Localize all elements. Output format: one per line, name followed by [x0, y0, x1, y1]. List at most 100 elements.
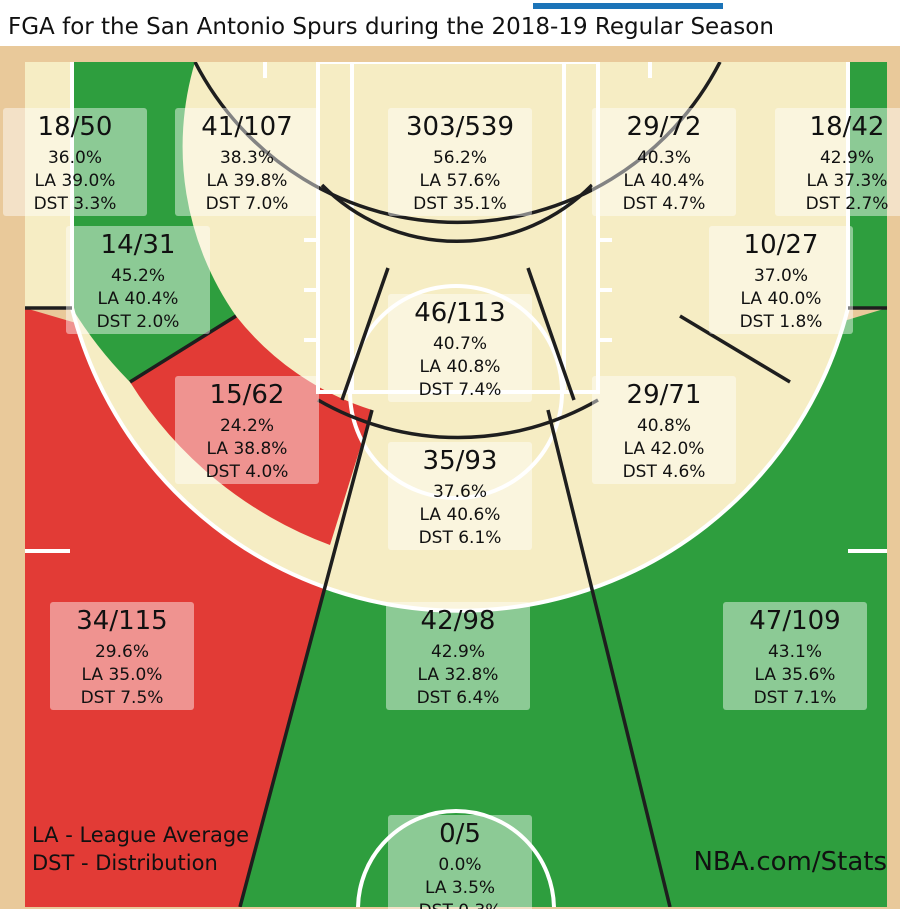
zone-label-top-three: 42/98 42.9% LA 32.8% DST 6.4%	[386, 602, 530, 710]
zone-distribution: DST 7.0%	[206, 194, 289, 214]
zone-label-backcourt: 0/5 0.0% LA 3.5% DST 0.3%	[388, 815, 532, 909]
zone-label-wing-midrange-left: 41/107 38.3% LA 39.8% DST 7.0%	[175, 108, 319, 216]
zone-label-box	[388, 815, 532, 909]
zone-label-box	[775, 108, 900, 216]
zone-label-paint-restricted: 303/539 56.2% LA 57.6% DST 35.1%	[388, 108, 532, 216]
zone-distribution: DST 2.0%	[97, 312, 180, 332]
zone-league-avg: LA 32.8%	[418, 665, 499, 685]
court-lines	[25, 62, 887, 907]
zone-league-avg: LA 35.6%	[755, 665, 836, 685]
zone-fgm-fga: 15/62	[210, 380, 285, 410]
zone-fg-pct: 43.1%	[768, 642, 822, 662]
zone-elbow-midrange-right-area	[548, 316, 790, 545]
zone-label-elbow-midrange-right: 29/71 40.8% LA 42.0% DST 4.6%	[592, 376, 736, 484]
zone-league-avg: LA 40.4%	[624, 171, 705, 191]
zone-distribution: DST 7.5%	[81, 688, 164, 708]
zone-distribution: DST 4.0%	[206, 462, 289, 482]
zone-fgm-fga: 34/115	[76, 606, 167, 636]
zone-distribution: DST 7.4%	[419, 380, 502, 400]
zone-distribution: DST 3.3%	[34, 194, 117, 214]
zone-label-baseline-midrange-left: 14/31 45.2% LA 40.4% DST 2.0%	[66, 226, 210, 334]
zone-fgm-fga: 10/27	[744, 230, 819, 260]
zone-distribution: DST 2.7%	[806, 194, 889, 214]
zone-fg-pct: 40.3%	[637, 148, 691, 168]
zone-fg-pct: 45.2%	[111, 266, 165, 286]
zone-label-paint-non-ra: 46/113 40.7% LA 40.8% DST 7.4%	[388, 294, 532, 402]
zone-league-avg: LA 35.0%	[82, 665, 163, 685]
zone-baseline-midrange-left-area	[72, 62, 236, 382]
zone-label-box	[386, 602, 530, 710]
zone-fg-pct: 29.6%	[95, 642, 149, 662]
zone-dividers	[25, 62, 887, 907]
zone-league-avg: LA 37.3%	[807, 171, 888, 191]
zone-label-box	[66, 226, 210, 334]
zone-fg-pct: 40.8%	[637, 416, 691, 436]
zone-fg-pct: 24.2%	[220, 416, 274, 436]
zone-fg-pct: 42.9%	[431, 642, 485, 662]
zone-fgm-fga: 29/72	[627, 112, 702, 142]
zone-fgm-fga: 47/109	[749, 606, 840, 636]
zone-fg-pct: 42.9%	[820, 148, 874, 168]
zone-distribution: DST 35.1%	[413, 194, 507, 214]
zone-league-avg: LA 39.0%	[35, 171, 116, 191]
source-credit: NBA.com/Stats	[693, 847, 887, 877]
zone-label-box	[723, 602, 867, 710]
zone-league-avg: LA 39.8%	[207, 171, 288, 191]
zone-fg-pct: 37.6%	[433, 482, 487, 502]
zone-label-box	[3, 108, 147, 216]
legend-league-average: LA - League Average	[32, 823, 249, 847]
zone-league-avg: LA 38.8%	[207, 439, 288, 459]
zone-elbow-midrange-left-area	[130, 316, 372, 545]
zone-distribution: DST 6.1%	[419, 528, 502, 548]
zone-label-box	[388, 108, 532, 216]
zone-label-wing-midrange-right: 29/72 40.3% LA 40.4% DST 4.7%	[592, 108, 736, 216]
zone-league-avg: LA 40.0%	[741, 289, 822, 309]
zone-label-wing-three-right: 47/109 43.1% LA 35.6% DST 7.1%	[723, 602, 867, 710]
zone-label-wing-three-left: 34/115 29.6% LA 35.0% DST 7.5%	[50, 602, 194, 710]
zone-label-box	[175, 108, 319, 216]
zone-fg-pct: 40.7%	[433, 334, 487, 354]
zone-league-avg: LA 40.6%	[420, 505, 501, 525]
zone-distribution: DST 4.7%	[623, 194, 706, 214]
zone-label-top-key-midrange: 35/93 37.6% LA 40.6% DST 6.1%	[388, 442, 532, 550]
zone-fgm-fga: 42/98	[421, 606, 496, 636]
zone-label-elbow-midrange-left: 15/62 24.2% LA 38.8% DST 4.0%	[175, 376, 319, 484]
zone-fgm-fga: 303/539	[406, 112, 514, 142]
zone-label-box	[388, 442, 532, 550]
zone-fgm-fga: 0/5	[439, 819, 481, 849]
zone-league-avg: LA 42.0%	[624, 439, 705, 459]
zone-label-box	[592, 108, 736, 216]
zone-label-box	[50, 602, 194, 710]
zone-fgm-fga: 18/42	[810, 112, 885, 142]
zone-labels: 18/50 36.0% LA 39.0% DST 3.3% 41/107 38.3% LA …	[3, 108, 900, 909]
active-tab-indicator	[533, 3, 723, 9]
legend-distribution: DST - Distribution	[32, 851, 218, 875]
zone-distribution: DST 0.3%	[419, 901, 502, 909]
zone-label-box	[592, 376, 736, 484]
zone-distribution: DST 6.4%	[417, 688, 500, 708]
zone-fgm-fga: 29/71	[627, 380, 702, 410]
zone-label-corner-three-right: 18/42 42.9% LA 37.3% DST 2.7%	[775, 108, 900, 216]
zone-league-avg: LA 3.5%	[425, 878, 495, 898]
zone-league-avg: LA 40.4%	[98, 289, 179, 309]
zone-corner-three-right-area	[848, 62, 887, 308]
zone-fg-pct: 36.0%	[48, 148, 102, 168]
zone-label-baseline-midrange-right: 10/27 37.0% LA 40.0% DST 1.8%	[709, 226, 853, 334]
zone-fgm-fga: 18/50	[38, 112, 113, 142]
zone-fg-pct: 37.0%	[754, 266, 808, 286]
zone-fg-pct: 56.2%	[433, 148, 487, 168]
zone-label-box	[709, 226, 853, 334]
zone-distribution: DST 4.6%	[623, 462, 706, 482]
zone-fgm-fga: 35/93	[423, 446, 498, 476]
zone-fgm-fga: 46/113	[414, 298, 505, 328]
zone-corner-three-left-area	[25, 62, 72, 308]
zone-fg-pct: 38.3%	[220, 148, 274, 168]
zone-distribution: DST 1.8%	[740, 312, 823, 332]
zone-label-box	[388, 294, 532, 402]
chart-title: FGA for the San Antonio Spurs during the…	[8, 14, 774, 40]
zone-league-avg: LA 40.8%	[420, 357, 501, 377]
zone-league-avg: LA 57.6%	[420, 171, 501, 191]
zone-baseline-midrange-right-area	[680, 62, 848, 382]
zone-fgm-fga: 41/107	[201, 112, 292, 142]
